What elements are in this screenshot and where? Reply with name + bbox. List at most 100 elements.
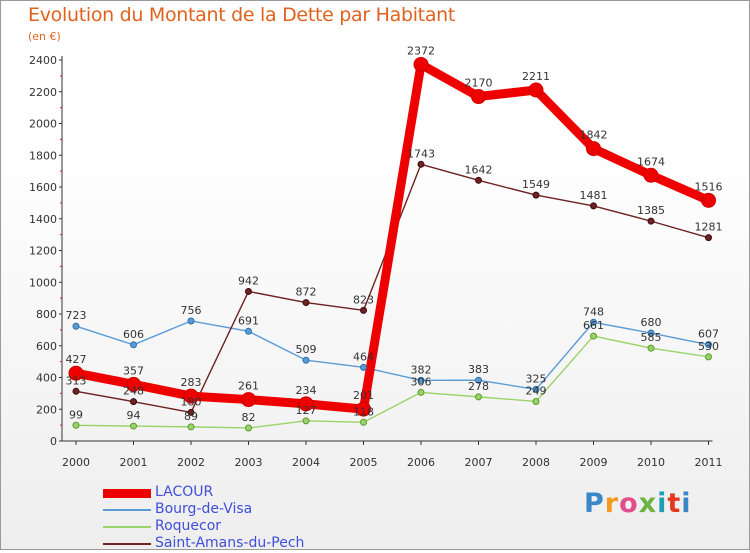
x-tick-label: 2010 <box>637 456 665 469</box>
y-tick-label: 800 <box>36 308 57 321</box>
data-point <box>360 363 367 371</box>
x-tick-label: 2006 <box>407 456 435 469</box>
y-tick-label: 2200 <box>29 86 57 99</box>
data-label: 723 <box>66 309 87 322</box>
data-point <box>586 141 601 157</box>
y-tick-label: 1800 <box>29 149 57 162</box>
data-point <box>532 397 540 405</box>
data-point <box>528 82 544 98</box>
data-point <box>360 418 367 426</box>
data-point <box>130 398 137 406</box>
data-label: 1481 <box>580 189 608 202</box>
data-point <box>643 167 659 183</box>
data-point <box>417 160 425 168</box>
data-point <box>475 376 482 384</box>
data-point <box>245 327 252 335</box>
y-tick-label: 1600 <box>29 181 57 194</box>
data-point <box>187 317 195 325</box>
x-tick-label: 2004 <box>292 456 320 469</box>
data-point <box>72 421 80 429</box>
data-point <box>475 393 482 401</box>
data-label: 1743 <box>407 147 435 160</box>
y-tick-label: 400 <box>36 372 57 385</box>
data-label: 357 <box>123 364 144 377</box>
data-point <box>245 287 252 295</box>
data-point <box>241 392 256 408</box>
legend-swatch <box>103 543 151 545</box>
data-point <box>302 299 310 307</box>
data-point <box>130 422 137 430</box>
data-point <box>590 318 597 326</box>
data-label: 89 <box>184 410 198 423</box>
x-tick-label: 2001 <box>120 456 148 469</box>
legend-label: Saint-Amans-du-Pech <box>155 535 305 551</box>
data-label: 823 <box>353 293 374 306</box>
data-label: 180 <box>181 395 202 408</box>
chart-unit-label: (en €) <box>28 30 61 43</box>
legend-swatch <box>103 489 151 498</box>
data-label: 118 <box>353 405 374 418</box>
data-point <box>302 356 310 364</box>
data-label: 325 <box>526 372 547 385</box>
series-line-0 <box>71 59 713 414</box>
data-label: 99 <box>69 408 83 421</box>
data-point <box>647 344 655 352</box>
data-label: 234 <box>296 384 317 397</box>
data-label: 94 <box>127 409 141 422</box>
x-tick-label: 2003 <box>235 456 263 469</box>
series-line-3 <box>75 163 710 414</box>
legend-swatch <box>103 509 151 511</box>
data-point <box>183 388 199 404</box>
data-label: 306 <box>411 375 432 388</box>
data-label: 464 <box>353 350 374 363</box>
y-tick-label: 600 <box>36 340 57 353</box>
y-tick-label: 1000 <box>29 276 57 289</box>
data-label: 427 <box>66 353 87 366</box>
series-line-1 <box>75 320 710 391</box>
data-point <box>187 423 195 431</box>
y-tick-label: 2400 <box>29 54 57 67</box>
data-point <box>302 417 310 425</box>
x-tick-label: 2000 <box>62 456 90 469</box>
data-point <box>705 353 712 361</box>
data-point <box>590 202 597 210</box>
proxiti-logo: Proxiti <box>584 488 692 519</box>
data-point <box>360 306 367 314</box>
data-label: 1674 <box>637 155 665 168</box>
data-label: 127 <box>296 404 317 417</box>
data-label: 872 <box>296 286 317 299</box>
data-label: 2170 <box>465 77 493 90</box>
data-label: 530 <box>698 340 719 353</box>
x-tick-label: 2009 <box>580 456 608 469</box>
data-point <box>130 341 137 349</box>
x-tick-label: 2002 <box>177 456 205 469</box>
data-label: 661 <box>583 319 604 332</box>
data-point <box>187 408 195 416</box>
data-point <box>590 332 597 340</box>
data-label: 313 <box>66 374 87 387</box>
data-label: 248 <box>123 385 144 398</box>
data-point <box>417 376 425 384</box>
data-label: 1642 <box>465 163 493 176</box>
legend-label: LACOUR <box>155 484 214 500</box>
legend-swatch <box>103 526 151 528</box>
data-label: 1385 <box>637 204 665 217</box>
chart-title: Evolution du Montant de la Dette par Hab… <box>28 4 456 26</box>
data-label: 748 <box>583 305 604 318</box>
data-point <box>413 56 429 72</box>
series-line-2 <box>75 335 710 429</box>
x-tick-label: 2005 <box>350 456 378 469</box>
x-tick-label: 2007 <box>465 456 493 469</box>
data-point <box>532 385 540 393</box>
data-label: 278 <box>468 380 489 393</box>
data-point <box>356 401 371 417</box>
y-tick-label: 0 <box>50 435 57 448</box>
data-label: 1842 <box>580 129 608 142</box>
data-label: 1516 <box>695 180 723 193</box>
data-point <box>705 234 712 242</box>
data-label: 261 <box>238 380 259 393</box>
data-label: 82 <box>242 411 256 424</box>
x-tick-label: 2008 <box>522 456 550 469</box>
